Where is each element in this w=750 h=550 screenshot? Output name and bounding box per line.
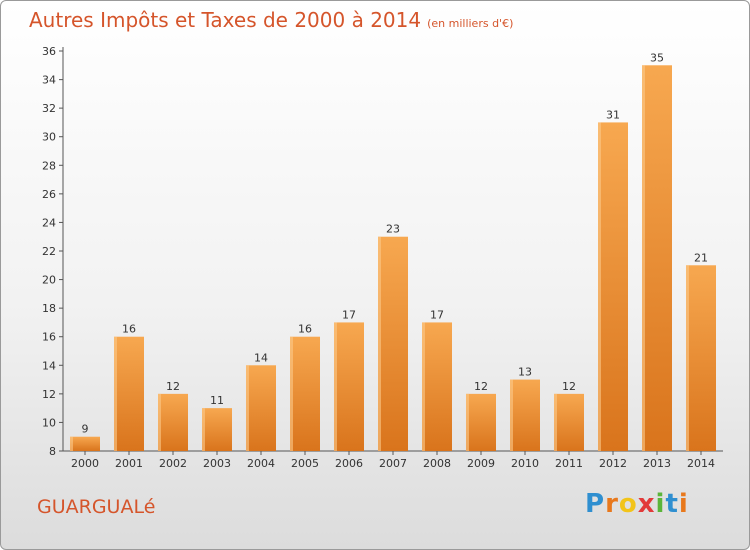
bar-2010[interactable] [510,379,540,451]
bar-2009[interactable] [466,393,496,451]
data-label-2009: 12 [474,380,488,393]
bar-highlight [158,393,161,451]
bar-highlight [378,236,381,451]
y-tick-label: 16 [42,331,56,344]
bar-2007[interactable] [378,236,408,451]
bar-highlight [334,322,337,451]
chart-y-ticks: 8 10 12 14 16 18 20 22 24 26 28 30 32 34 36 [42,45,63,458]
data-label-2002: 12 [166,380,180,393]
chart-title: Autres Impôts et Taxes de 2000 à 2014 (en… [29,8,513,32]
y-tick-label: 12 [42,388,56,401]
y-tick-label: 36 [42,45,56,58]
bar-highlight [686,265,689,451]
logo-letter: P [585,489,606,519]
bar-highlight [598,122,601,451]
x-tick-label: 2002 [159,457,187,470]
bar-highlight [246,365,249,451]
data-label-2006: 17 [342,308,356,321]
x-tick-label: 2011 [555,457,583,470]
bar-highlight [202,408,205,451]
data-label-2012: 31 [606,108,620,121]
bar-highlight [114,336,117,451]
bar-highlight [642,65,645,452]
y-tick-label: 32 [42,102,56,115]
logo-letter: r [605,489,619,519]
bar-2002[interactable] [158,393,188,451]
data-label-2003: 11 [210,394,224,407]
bar-2011[interactable] [554,393,584,451]
y-tick-label: 28 [42,159,56,172]
bar-highlight [422,322,425,451]
chart-x-ticks: 2000 2001 2002 2003 2004 2005 2006 2007 2008 2009… [71,451,715,470]
data-label-2011: 12 [562,380,576,393]
x-tick-label: 2010 [511,457,539,470]
data-label-2007: 23 [386,223,400,236]
town-name: GUARGUALé [37,496,156,518]
x-tick-label: 2004 [247,457,275,470]
bar-2000[interactable] [70,436,100,451]
data-label-2013: 35 [650,51,664,64]
bar-2003[interactable] [202,408,232,451]
x-tick-label: 2005 [291,457,319,470]
bar-2014[interactable] [686,265,716,451]
x-tick-label: 2009 [467,457,495,470]
bar-highlight [70,436,73,451]
data-label-2008: 17 [430,308,444,321]
bar-2012[interactable] [598,122,628,451]
bar-2004[interactable] [246,365,276,451]
x-tick-label: 2007 [379,457,407,470]
logo-letter: t [665,489,679,519]
x-tick-label: 2001 [115,457,143,470]
chart-bars [70,65,716,452]
y-tick-label: 8 [49,445,56,458]
chart-data-labels: 9 16 12 11 14 16 17 23 17 12 13 12 31 35 21 [82,51,709,435]
y-tick-label: 18 [42,302,56,315]
y-tick-label: 10 [42,416,56,429]
data-label-2014: 21 [694,251,708,264]
y-tick-label: 34 [42,74,56,87]
data-label-2000: 9 [82,423,89,436]
data-label-2001: 16 [122,323,136,336]
data-label-2005: 16 [298,323,312,336]
logo-letter: i [655,489,666,519]
y-tick-label: 14 [42,359,56,372]
logo-letter: i [678,489,689,519]
x-tick-label: 2000 [71,457,99,470]
bar-2013[interactable] [642,65,672,452]
x-tick-label: 2006 [335,457,363,470]
bar-highlight [554,393,557,451]
chart-subtitle: (en milliers d'€) [427,17,514,30]
title-text: Autres Impôts et Taxes de 2000 à 2014 [29,8,422,32]
bar-highlight [290,336,293,451]
x-tick-label: 2003 [203,457,231,470]
logo-letter: o [618,489,638,519]
logo-letter: x [637,489,656,519]
bar-2005[interactable] [290,336,320,451]
y-tick-label: 30 [42,131,56,144]
y-tick-label: 26 [42,188,56,201]
bar-2008[interactable] [422,322,452,451]
y-tick-label: 22 [42,245,56,258]
bar-2001[interactable] [114,336,144,451]
bar-highlight [510,379,513,451]
x-tick-label: 2013 [643,457,671,470]
x-tick-label: 2008 [423,457,451,470]
x-tick-label: 2012 [599,457,627,470]
bar-2006[interactable] [334,322,364,451]
bar-highlight [466,393,469,451]
proxiti-logo[interactable]: Proxiti [585,489,689,519]
y-tick-label: 24 [42,216,56,229]
y-tick-label: 20 [42,274,56,287]
data-label-2010: 13 [518,366,532,379]
x-tick-label: 2014 [687,457,715,470]
data-label-2004: 14 [254,351,268,364]
